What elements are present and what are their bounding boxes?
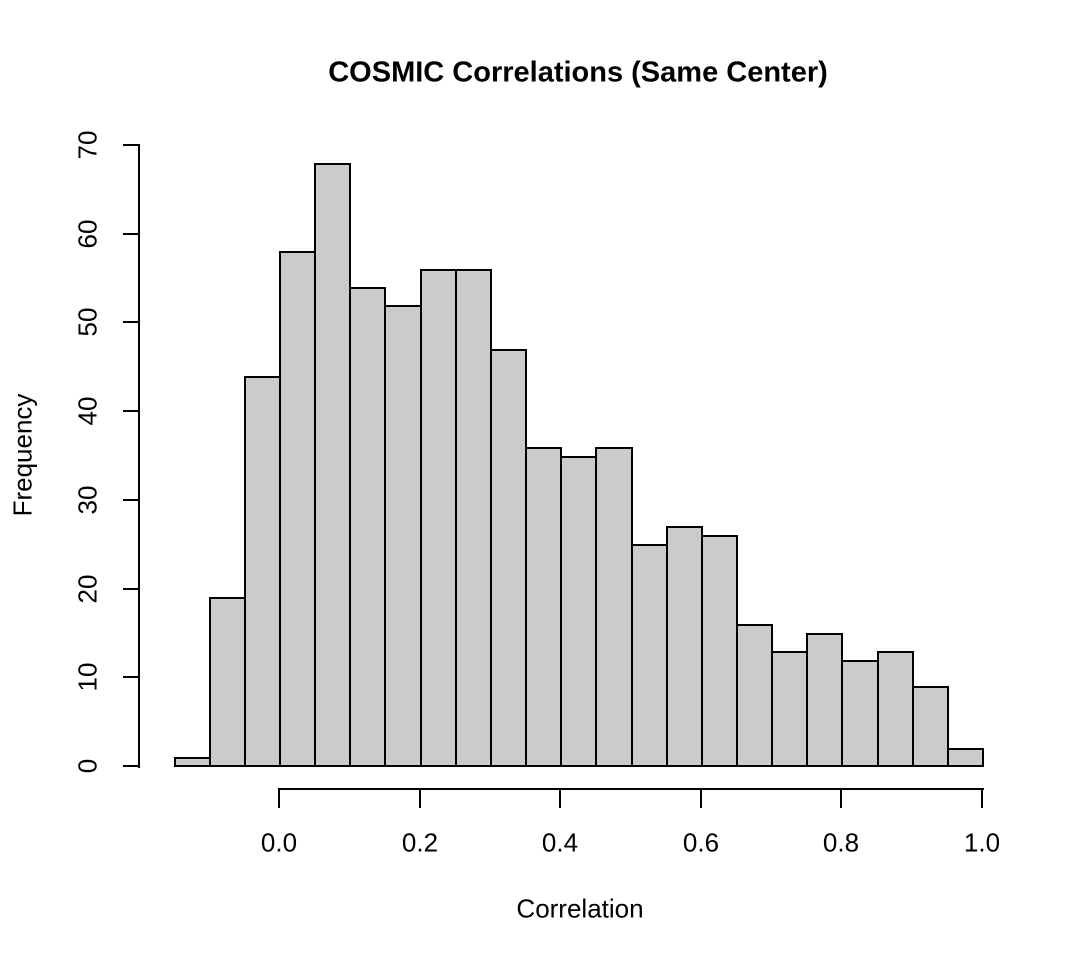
y-axis-tick: [123, 676, 139, 678]
x-axis-tick-label: 0.2: [401, 827, 439, 858]
x-axis-tick-label: 1.0: [963, 827, 1001, 858]
histogram-bar: [349, 287, 386, 767]
histogram-bar: [525, 447, 562, 767]
x-axis-tick: [559, 788, 561, 808]
histogram-bar: [947, 748, 984, 767]
histogram-bar: [912, 686, 949, 767]
histogram-bar: [736, 624, 773, 767]
histogram-bar: [174, 757, 211, 767]
y-axis-tick-label: 40: [72, 396, 103, 426]
x-axis-tick: [419, 788, 421, 808]
y-axis-tick: [123, 588, 139, 590]
x-axis-tick-label: 0.4: [541, 827, 579, 858]
x-axis-label: Correlation: [516, 893, 644, 924]
y-axis-tick-label: 10: [72, 662, 103, 692]
x-axis-tick: [278, 788, 280, 808]
histogram-bar: [771, 651, 808, 767]
y-axis-tick: [123, 765, 139, 767]
chart-title: COSMIC Correlations (Same Center): [328, 56, 828, 89]
histogram-bar: [560, 456, 597, 767]
x-axis-tick: [700, 788, 702, 808]
histogram-bar: [666, 526, 703, 767]
y-axis-tick: [123, 499, 139, 501]
histogram-bar: [877, 651, 914, 767]
histogram-bar: [595, 447, 633, 767]
histogram-bar: [384, 305, 422, 767]
y-axis-tick: [123, 233, 139, 235]
y-axis-line: [138, 144, 140, 768]
histogram-bar: [209, 597, 246, 767]
x-axis-tick-label: 0.8: [822, 827, 860, 858]
histogram-bar: [490, 349, 527, 767]
y-axis-tick-label: 70: [72, 130, 103, 160]
x-axis-tick: [981, 788, 983, 808]
histogram-bar: [806, 633, 843, 767]
y-axis-tick-label: 30: [72, 485, 103, 515]
y-axis-tick-label: 20: [72, 574, 103, 604]
histogram-bar: [455, 269, 492, 767]
y-axis-tick: [123, 144, 139, 146]
x-axis-line: [278, 788, 984, 790]
histogram-bar: [631, 544, 668, 767]
histogram-bar: [420, 269, 457, 767]
x-axis-tick-label: 0.0: [260, 827, 298, 858]
y-axis-tick: [123, 321, 139, 323]
y-axis-tick-label: 0: [72, 758, 103, 774]
y-axis-tick-label: 60: [72, 219, 103, 249]
histogram-bar: [841, 660, 879, 767]
x-axis-tick: [840, 788, 842, 808]
histogram-bar: [701, 535, 738, 767]
histogram-bar: [244, 376, 281, 767]
histogram-bar: [314, 163, 351, 767]
y-axis-tick: [123, 410, 139, 412]
histogram-bar: [279, 251, 316, 767]
x-axis-tick-label: 0.6: [682, 827, 720, 858]
y-axis-label: Frequency: [7, 393, 38, 517]
y-axis-tick-label: 50: [72, 307, 103, 337]
